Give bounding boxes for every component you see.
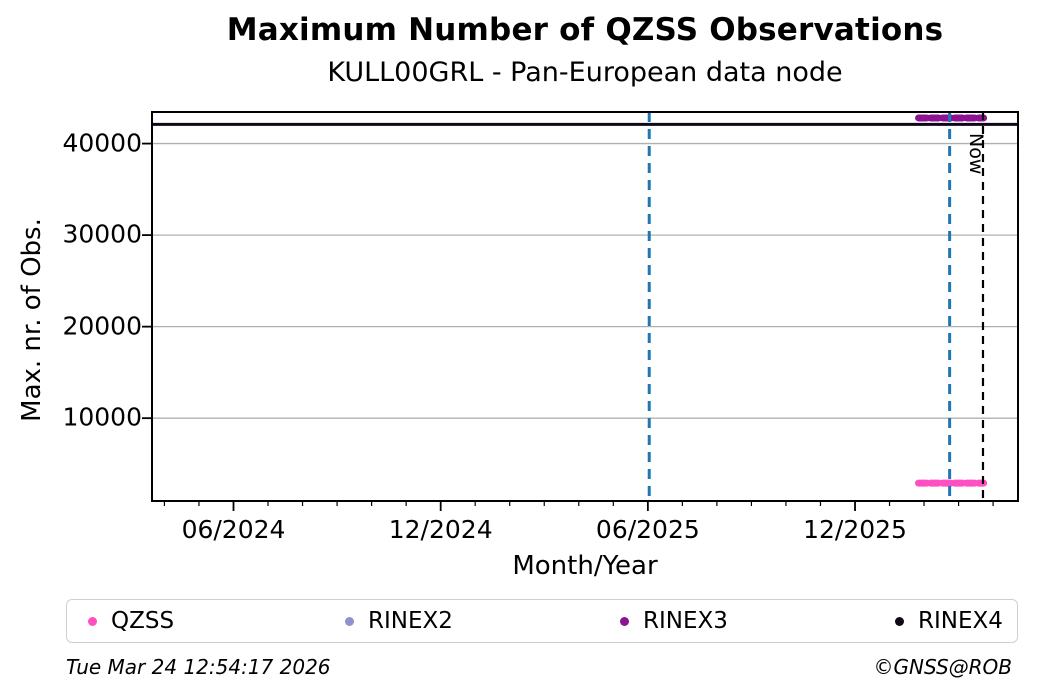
credit-text: ©GNSS@ROB xyxy=(873,655,1013,679)
y-tick-label: 20000 xyxy=(62,310,142,340)
legend-item-rinex4: RINEX4 xyxy=(895,600,1003,642)
x-tick-label: 06/2025 xyxy=(595,515,700,544)
chart-subtitle: KULL00GRL - Pan-European data node xyxy=(327,57,843,88)
chart-title: Maximum Number of QZSS Observations xyxy=(226,12,944,48)
legend-marker-rinex3 xyxy=(620,616,629,626)
legend-label: RINEX2 xyxy=(368,607,453,634)
y-tick-label: 40000 xyxy=(62,127,142,157)
legend-label: RINEX4 xyxy=(918,607,1003,634)
y-tick-label: 10000 xyxy=(62,402,142,432)
legend-item-rinex2: RINEX2 xyxy=(345,600,453,642)
legend-label: QZSS xyxy=(111,607,175,634)
legend-label: RINEX3 xyxy=(643,607,728,634)
legend-marker-rinex4 xyxy=(895,616,904,626)
x-axis-label: Month/Year xyxy=(512,551,658,581)
legend-item-rinex3: RINEX3 xyxy=(620,600,728,642)
plot-frame xyxy=(151,111,1019,502)
y-tick-label: 30000 xyxy=(62,219,142,249)
legend-marker-rinex2 xyxy=(345,616,354,626)
x-tick-label: 12/2025 xyxy=(803,515,907,544)
legend-marker-qzss xyxy=(88,616,97,626)
legend-item-qzss: QZSS xyxy=(88,600,174,642)
now-line-label: Now xyxy=(964,133,987,175)
generation-timestamp: Tue Mar 24 12:54:17 2026 xyxy=(66,655,331,679)
legend: QZSS RINEX2 RINEX3 RINEX4 xyxy=(66,599,1018,643)
x-tick-label: 06/2024 xyxy=(181,515,286,544)
x-tick-label: 12/2024 xyxy=(388,515,493,544)
